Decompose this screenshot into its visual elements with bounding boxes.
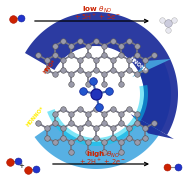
- Text: HNOH*: HNOH*: [128, 56, 148, 74]
- Polygon shape: [25, 12, 178, 135]
- Text: low $\theta_{NO}$: low $\theta_{NO}$: [82, 5, 112, 15]
- Polygon shape: [131, 114, 174, 139]
- Polygon shape: [35, 62, 171, 169]
- Polygon shape: [47, 85, 148, 146]
- Text: + 5H$^+$ + 5e$^-$: + 5H$^+$ + 5e$^-$: [74, 12, 120, 22]
- Text: + 2H$^+$ + 2e$^-$: + 2H$^+$ + 2e$^-$: [79, 157, 127, 167]
- Polygon shape: [132, 59, 171, 77]
- Text: +: +: [18, 163, 24, 169]
- Text: HONNO*: HONNO*: [25, 106, 45, 128]
- Text: HNO*: HNO*: [43, 59, 57, 75]
- Text: high $\theta_{NO}$: high $\theta_{NO}$: [86, 150, 120, 160]
